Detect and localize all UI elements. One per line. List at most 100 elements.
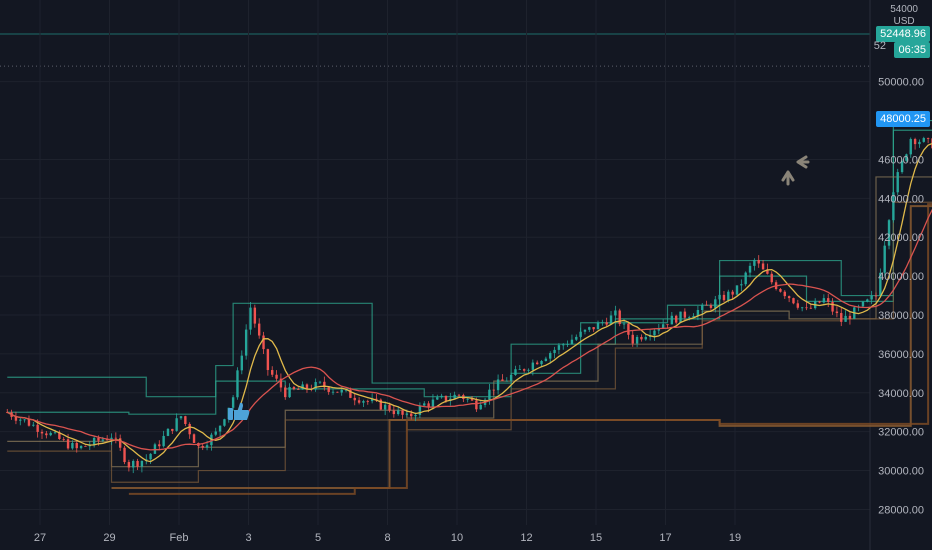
candle-body: [240, 355, 244, 371]
candle-body: [27, 419, 31, 426]
candle-body: [783, 291, 786, 297]
candle-body: [36, 424, 39, 432]
moving-averages: [6, 142, 932, 463]
arrow-left-icon: [796, 155, 810, 169]
channel-line: [7, 119, 932, 398]
candle-body: [735, 285, 739, 295]
candle-body: [14, 416, 18, 421]
candle-body: [84, 445, 87, 447]
candle-body: [779, 289, 782, 292]
channel-line: [128, 203, 932, 495]
candle-body: [705, 304, 708, 306]
candle-body: [800, 307, 804, 309]
candle-body: [401, 410, 404, 415]
candle-body: [423, 403, 426, 406]
candle-body: [171, 428, 174, 431]
candle-body: [249, 307, 252, 330]
candle-body: [370, 398, 374, 402]
candle-body: [653, 330, 656, 336]
candle-body: [553, 349, 556, 354]
candle-body: [892, 192, 895, 221]
x-tick-label: 10: [451, 532, 463, 544]
y-tick-label: 34000.00: [878, 388, 924, 400]
arrow-up-icon: [781, 170, 795, 186]
candle-body: [861, 301, 865, 307]
candle-body: [579, 331, 582, 337]
candle-body: [614, 310, 617, 316]
candle-body: [357, 400, 361, 403]
candle-body: [766, 269, 769, 274]
candle-body: [201, 446, 204, 448]
candle-body: [640, 336, 643, 340]
candle-body: [188, 424, 191, 435]
candle-body: [557, 345, 561, 350]
candle-body: [905, 154, 908, 161]
candle-body: [740, 284, 743, 286]
candle-body: [674, 315, 678, 323]
candle-body: [827, 298, 830, 302]
candle-body: [431, 399, 435, 407]
candle-body: [701, 304, 704, 311]
candle-body: [418, 405, 422, 415]
candle-body: [635, 336, 639, 344]
candle-body: [922, 138, 925, 142]
candle-body: [874, 295, 878, 297]
candle-body: [444, 395, 448, 401]
candle-body: [427, 403, 430, 407]
candle-body: [405, 413, 409, 415]
countdown-badge: 06:35: [894, 42, 930, 58]
time-axis[interactable]: 27 29 Feb 3 5 8 10 12 15 17 19: [34, 532, 741, 544]
candle-body: [688, 317, 691, 319]
candle-body: [379, 399, 383, 410]
y-tick-label: 50000.00: [878, 77, 924, 89]
x-tick-label: 12: [520, 532, 532, 544]
x-tick-label: Feb: [170, 532, 189, 544]
candle-body: [262, 335, 265, 350]
candle-body: [388, 404, 391, 411]
candle-body: [266, 349, 270, 371]
candle-body: [748, 265, 752, 273]
price-axis[interactable]: 28000.00 30000.00 32000.00 34000.00 36000.00…: [878, 77, 924, 517]
candle-body: [32, 424, 35, 426]
y-tick-label: 44000.00: [878, 193, 924, 205]
candle-body: [692, 316, 695, 318]
y-tick-label: 30000.00: [878, 466, 924, 478]
candle-body: [731, 291, 734, 295]
candle-body: [218, 425, 222, 432]
candle-body: [231, 397, 235, 408]
candle-body: [192, 434, 196, 443]
candle-body: [514, 369, 517, 375]
candle-body: [822, 298, 826, 303]
candle-body: [140, 460, 144, 467]
candle-body: [62, 438, 65, 440]
candle-body: [292, 387, 296, 390]
candle-body: [71, 443, 74, 449]
y-tick-label: 40000.00: [878, 271, 924, 283]
candle-body: [19, 419, 22, 421]
y-tick-label: 46000.00: [878, 154, 924, 166]
candle-body: [366, 401, 369, 402]
candle-body: [223, 419, 226, 426]
candle-body: [744, 272, 747, 285]
candle-body: [470, 398, 474, 401]
candle-body: [761, 263, 765, 270]
candle-body: [336, 391, 339, 393]
candle-body: [440, 395, 443, 398]
candle-body: [870, 295, 873, 300]
candle-body: [349, 389, 352, 398]
candle-body: [661, 324, 665, 329]
x-tick-label: 29: [103, 532, 115, 544]
candle-body: [918, 141, 921, 145]
candle-body: [696, 310, 700, 317]
candle-body: [214, 431, 217, 435]
candle-body: [588, 327, 591, 330]
candle-body: [132, 460, 135, 468]
candle-body: [479, 404, 482, 410]
candle-body: [575, 336, 578, 340]
candle-body: [670, 315, 674, 325]
candle-body: [722, 294, 726, 301]
ma-fast-line: [6, 142, 932, 463]
candle-body: [236, 370, 239, 398]
candle-body: [383, 404, 387, 410]
